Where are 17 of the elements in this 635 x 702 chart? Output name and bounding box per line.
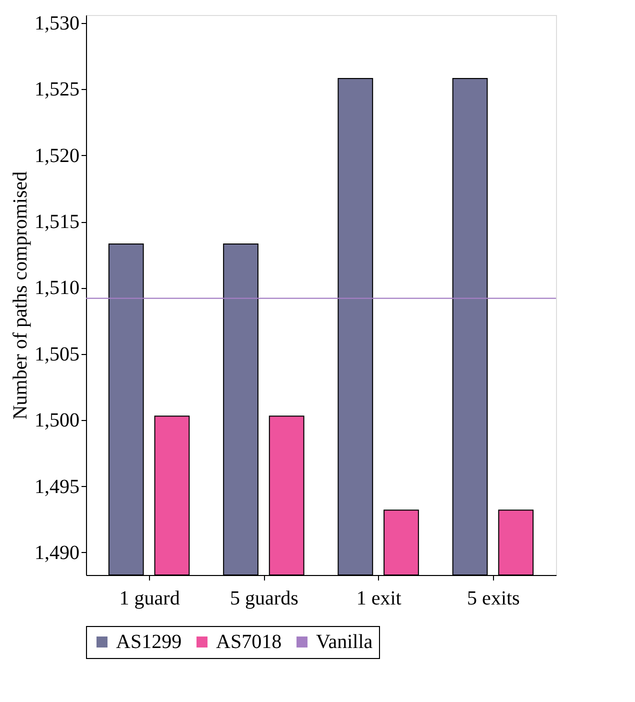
y-tick-label: 1,520 xyxy=(34,144,80,167)
y-axis-title: Number of paths compromised xyxy=(10,171,32,420)
y-tick-label: 1,510 xyxy=(34,277,80,300)
legend-label: AS7018 xyxy=(216,631,282,653)
x-tick-label: 1 guard xyxy=(119,588,180,610)
y-tick-label: 1,490 xyxy=(34,542,80,564)
x-tick-label: 5 guards xyxy=(230,588,299,610)
y-tick-label: 1,515 xyxy=(34,211,80,234)
y-tick-label: 1,505 xyxy=(34,343,80,366)
legend-label: AS1299 xyxy=(116,631,182,653)
y-tick-label: 1,495 xyxy=(34,476,80,498)
y-tick-label: 1,530 xyxy=(34,12,80,34)
x-tick-label: 5 exits xyxy=(467,588,520,610)
y-tick-label: 1,500 xyxy=(34,410,80,432)
x-tick-label: 1 exit xyxy=(356,588,402,610)
legend-label: Vanilla xyxy=(316,631,373,653)
y-tick-label: 1,525 xyxy=(34,78,80,101)
